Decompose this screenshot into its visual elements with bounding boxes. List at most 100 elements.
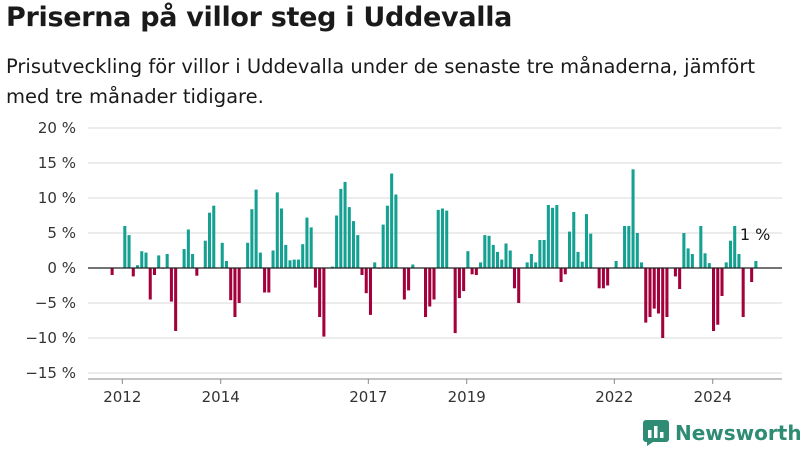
bar — [703, 253, 707, 268]
bar — [551, 207, 555, 268]
bar — [652, 268, 656, 309]
bar — [750, 268, 754, 282]
bar — [559, 268, 563, 282]
chart-title: Priserna på villor steg i Uddevalla — [6, 2, 513, 33]
bar — [347, 207, 351, 268]
bar — [500, 259, 504, 268]
bar — [712, 268, 716, 331]
bar — [292, 259, 296, 268]
bar — [313, 268, 317, 288]
y-tick-label: −10 % — [25, 329, 76, 347]
bar — [385, 205, 389, 268]
bar — [483, 235, 487, 268]
bar — [131, 268, 135, 277]
bar — [208, 212, 212, 268]
bar — [445, 210, 449, 268]
bar — [224, 261, 228, 268]
bar — [174, 268, 178, 331]
bar — [169, 268, 173, 302]
bar — [411, 264, 415, 268]
bar — [148, 268, 152, 300]
bar — [656, 268, 660, 314]
bar — [407, 268, 411, 291]
bar — [360, 268, 364, 275]
bar — [491, 244, 495, 268]
bar — [572, 212, 576, 268]
bar — [212, 205, 216, 268]
x-tick-label: 2014 — [202, 388, 240, 406]
x-tick-label: 2012 — [103, 388, 141, 406]
y-tick-label: 5 % — [47, 224, 76, 242]
bar — [741, 268, 745, 317]
x-tick-label: 2017 — [349, 388, 387, 406]
bar — [140, 251, 144, 268]
x-tick-label: 2022 — [595, 388, 633, 406]
bar — [529, 254, 533, 268]
bar — [504, 243, 508, 268]
bar — [275, 192, 279, 268]
bar — [584, 214, 588, 268]
bar — [144, 252, 148, 268]
bar — [237, 268, 241, 303]
bar — [678, 268, 682, 289]
bar — [487, 235, 491, 268]
y-tick-label: −5 % — [35, 294, 76, 312]
bar — [555, 205, 559, 268]
bar — [356, 235, 360, 268]
bar — [352, 221, 356, 268]
bar — [589, 233, 593, 268]
bar — [627, 226, 631, 268]
bar — [597, 268, 601, 289]
bar — [394, 194, 398, 268]
bar — [673, 268, 677, 277]
bar — [402, 268, 406, 300]
bar — [631, 169, 635, 268]
bar — [614, 261, 618, 268]
bar — [707, 263, 711, 268]
bar — [424, 268, 428, 317]
bar — [343, 181, 347, 268]
bar — [220, 242, 224, 268]
y-tick-label: 0 % — [47, 259, 76, 277]
last-value-annotation: 1 % — [740, 225, 770, 244]
chart-subtitle: Prisutveckling för villor i Uddevalla un… — [6, 55, 756, 108]
bar — [525, 262, 529, 268]
bar — [623, 226, 627, 268]
bar — [601, 268, 605, 289]
newsworthy-logo: Newsworthy — [643, 418, 800, 448]
bar — [254, 189, 258, 268]
bar — [665, 268, 669, 317]
bar — [661, 268, 665, 338]
bar — [203, 240, 207, 268]
bar — [335, 215, 339, 268]
bar — [258, 252, 262, 268]
bar — [737, 254, 741, 268]
bar — [690, 254, 694, 268]
bar — [436, 209, 440, 268]
bar — [682, 233, 686, 268]
bar — [754, 261, 758, 268]
bar — [716, 268, 720, 325]
bar — [280, 208, 284, 268]
bar — [568, 231, 572, 268]
newsworthy-logo-icon — [643, 420, 669, 446]
y-tick-label: 20 % — [38, 119, 76, 137]
bar — [123, 226, 127, 268]
bar — [373, 262, 377, 268]
bar — [724, 262, 728, 268]
bar — [466, 251, 470, 268]
bar — [432, 268, 436, 300]
bar — [699, 226, 703, 268]
bar — [186, 229, 190, 268]
bar — [479, 262, 483, 268]
bar — [728, 240, 732, 268]
bar — [152, 268, 156, 275]
bar — [250, 209, 254, 268]
bar — [474, 268, 478, 275]
bar — [182, 249, 186, 268]
y-tick-label: 10 % — [38, 189, 76, 207]
bar — [606, 268, 610, 286]
bar — [229, 268, 233, 301]
bar — [127, 235, 131, 268]
bar — [453, 268, 457, 334]
